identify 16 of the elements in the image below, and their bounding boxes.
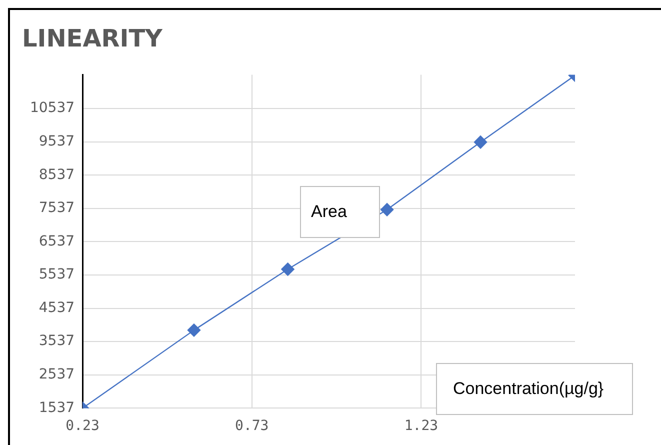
y-tick-label: 1537 bbox=[38, 400, 75, 416]
x-tick-label: 0.23 bbox=[66, 418, 100, 434]
y-tick-label: 8537 bbox=[38, 166, 75, 183]
y-axis-title: Area bbox=[300, 186, 380, 238]
x-axis-title: Concentration(µg/g} bbox=[436, 363, 633, 415]
y-tick-label: 10537 bbox=[30, 100, 75, 116]
y-tick-label: 3537 bbox=[38, 333, 75, 350]
y-tick-label: 2537 bbox=[38, 366, 75, 383]
y-tick-label: 5537 bbox=[38, 266, 75, 283]
y-tick-label: 6537 bbox=[38, 233, 75, 250]
x-tick-label: 0.73 bbox=[235, 418, 269, 434]
y-tick-label: 9537 bbox=[38, 133, 75, 150]
x-tick-label: 1.23 bbox=[404, 418, 438, 434]
y-tick-label: 4537 bbox=[38, 300, 75, 316]
chart-title: LINEARITY bbox=[22, 24, 164, 53]
y-tick-label: 7537 bbox=[38, 200, 75, 216]
